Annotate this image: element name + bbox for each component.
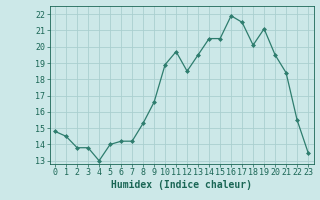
X-axis label: Humidex (Indice chaleur): Humidex (Indice chaleur)	[111, 180, 252, 190]
